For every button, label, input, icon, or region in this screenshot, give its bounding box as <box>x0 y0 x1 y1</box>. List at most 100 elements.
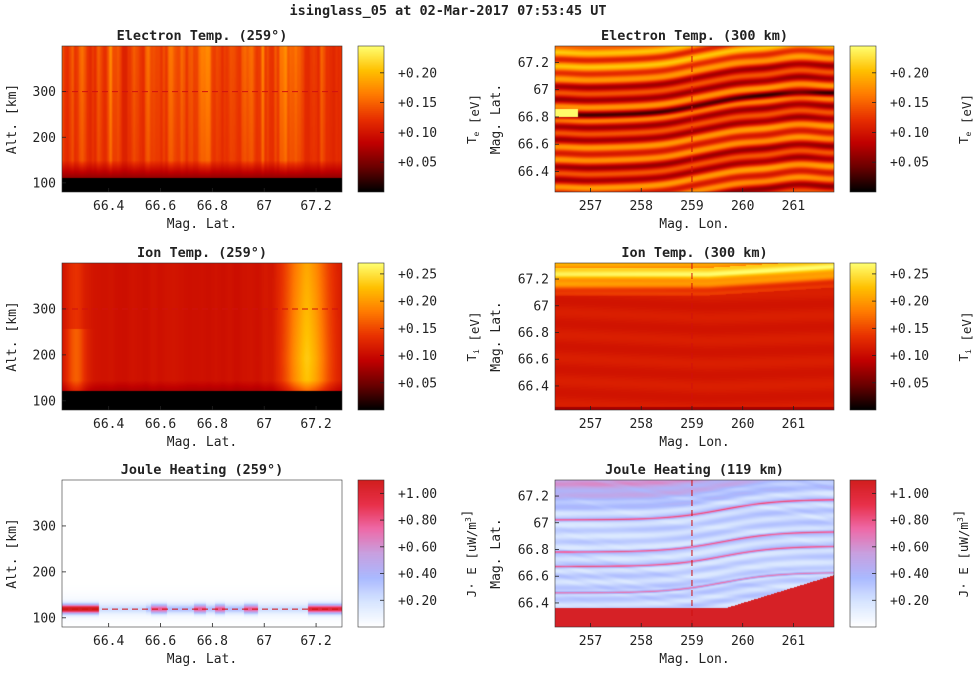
colorbar: +0.05 +0.10 +0.15 +0.20 Te [eV] <box>849 45 974 193</box>
panel-title: Ion Temp. (300 km) <box>621 245 767 261</box>
colorbar: +0.05 +0.10 +0.15 +0.20 +0.25 Ti [eV] <box>849 262 974 411</box>
x-tick-label: 257 <box>579 417 602 432</box>
axes-frame <box>554 262 835 411</box>
panel-te_map: Electron Temp. (300 km) 257 258 259 260 261 Ma… <box>489 28 974 232</box>
y-tick-label: 66.8 <box>518 543 549 558</box>
x-axis-label: Mag. Lat. <box>167 435 237 450</box>
x-tick-label: 259 <box>680 417 703 432</box>
colorbar-gradient <box>358 263 384 410</box>
y-tick-label: 66.6 <box>518 570 549 585</box>
x-tick-label: 66.8 <box>197 634 228 649</box>
y-axis-label: Mag. Lat. <box>489 518 504 588</box>
panel-jh_map: Joule Heating (119 km) 257 258 259 260 261 Mag… <box>489 462 971 667</box>
y-tick-label: 200 <box>33 565 56 580</box>
x-tick-label: 260 <box>731 417 754 432</box>
colorbar-tick-label: +0.40 <box>890 567 929 582</box>
colorbar-frame <box>357 45 385 193</box>
colorbar-label: Te [eV] <box>956 94 974 144</box>
colorbar-frame <box>357 479 385 628</box>
figure-title: isinglass_05 at 02-Mar-2017 07:53:45 UT <box>290 3 607 19</box>
colorbar-tick-label: +0.15 <box>890 322 929 337</box>
colorbar-gradient <box>850 480 876 627</box>
colorbar-tick-label: +0.20 <box>398 295 437 310</box>
colorbar-tick-label: +0.10 <box>398 349 437 364</box>
panel-title: Electron Temp. (259°) <box>117 28 288 44</box>
colorbar-tick-label: +0.60 <box>890 540 929 555</box>
axes-frame <box>61 262 343 411</box>
colorbar-label: Ti [eV] <box>956 312 974 362</box>
heatmap-image <box>62 46 342 192</box>
x-axis-label: Mag. Lon. <box>659 217 729 232</box>
colorbar-tick-label: +0.20 <box>890 66 929 81</box>
y-tick-label: 66.8 <box>518 326 549 341</box>
panel-ti_alt: Ion Temp. (259°) 66.4 66.6 66.8 67 67.2 Mag. L… <box>5 245 482 450</box>
colorbar-tick-label: +0.20 <box>890 295 929 310</box>
y-tick-label: 67.2 <box>518 490 549 505</box>
colorbar-tick-label: +0.20 <box>398 66 437 81</box>
axes-frame <box>554 479 835 628</box>
colorbar-tick-label: +0.05 <box>398 156 437 171</box>
colorbar-label: J· E [uW/m3] <box>951 510 971 598</box>
axes-frame <box>61 45 343 193</box>
colorbar-tick-label: +0.60 <box>398 540 437 555</box>
heatmap-image <box>555 263 834 410</box>
x-tick-label: 67 <box>256 199 272 214</box>
x-tick-label: 261 <box>782 634 805 649</box>
y-tick-label: 300 <box>33 302 56 317</box>
colorbar-tick-label: +0.20 <box>890 594 929 609</box>
y-tick-label: 66.8 <box>518 110 549 125</box>
x-tick-label: 258 <box>629 634 652 649</box>
y-tick-label: 67 <box>533 83 549 98</box>
y-tick-label: 100 <box>33 176 56 191</box>
y-axis-label: Mag. Lat. <box>489 301 504 371</box>
x-tick-label: 66.4 <box>93 199 124 214</box>
x-tick-label: 66.6 <box>145 417 176 432</box>
colorbar-tick-label: +0.05 <box>890 156 929 171</box>
colorbar-label: J· E [uW/m3] <box>459 510 479 598</box>
x-tick-label: 259 <box>680 634 703 649</box>
panel-te_alt: Electron Temp. (259°) 66.4 66.6 66.8 67 67.2 M… <box>5 28 482 232</box>
x-tick-label: 260 <box>731 634 754 649</box>
axes-frame <box>61 479 343 628</box>
y-tick-label: 66.4 <box>518 596 549 611</box>
y-axis-label: Alt. [km] <box>5 518 20 588</box>
x-tick-label: 66.4 <box>93 417 124 432</box>
colorbar-tick-label: +0.25 <box>398 267 437 282</box>
colorbar: +0.05 +0.10 +0.15 +0.20 Te [eV] <box>357 45 482 193</box>
x-tick-label: 257 <box>579 634 602 649</box>
y-tick-label: 100 <box>33 394 56 409</box>
colorbar-tick-label: +0.25 <box>890 267 929 282</box>
colorbar-tick-label: +0.40 <box>398 567 437 582</box>
colorbar-frame <box>849 262 877 411</box>
colorbar-gradient <box>850 46 876 192</box>
heatmap-image <box>555 46 834 192</box>
panel-title: Joule Heating (259°) <box>121 462 284 478</box>
colorbar: +0.20 +0.40 +0.60 +0.80 +1.00 J· E [uW/m3] <box>357 479 479 628</box>
colorbar-label: Ti [eV] <box>464 312 482 362</box>
x-tick-label: 66.8 <box>197 199 228 214</box>
y-tick-label: 66.4 <box>518 379 549 394</box>
y-tick-label: 300 <box>33 85 56 100</box>
colorbar-tick-label: +0.20 <box>398 594 437 609</box>
x-tick-label: 67.2 <box>300 417 331 432</box>
x-tick-label: 66.6 <box>145 634 176 649</box>
colorbar-tick-label: +1.00 <box>398 487 437 502</box>
x-tick-label: 258 <box>629 199 652 214</box>
x-tick-label: 261 <box>782 199 805 214</box>
colorbar-gradient <box>850 263 876 410</box>
x-tick-label: 67 <box>256 634 272 649</box>
heatmap-image <box>62 480 342 627</box>
colorbar-tick-label: +0.10 <box>398 126 437 141</box>
x-tick-label: 259 <box>680 199 703 214</box>
x-tick-label: 67 <box>256 417 272 432</box>
heatmap-image <box>555 480 834 627</box>
x-tick-label: 261 <box>782 417 805 432</box>
heatmap-image <box>62 263 342 410</box>
colorbar-frame <box>849 479 877 628</box>
panel-jh_alt: Joule Heating (259°) 66.4 66.6 66.8 67 67.2 Ma… <box>5 462 479 667</box>
colorbar-tick-label: +0.15 <box>398 322 437 337</box>
x-tick-label: 66.8 <box>197 417 228 432</box>
colorbar-tick-label: +0.05 <box>398 376 437 391</box>
y-tick-label: 66.6 <box>518 138 549 153</box>
panel-title: Joule Heating (119 km) <box>605 462 784 478</box>
